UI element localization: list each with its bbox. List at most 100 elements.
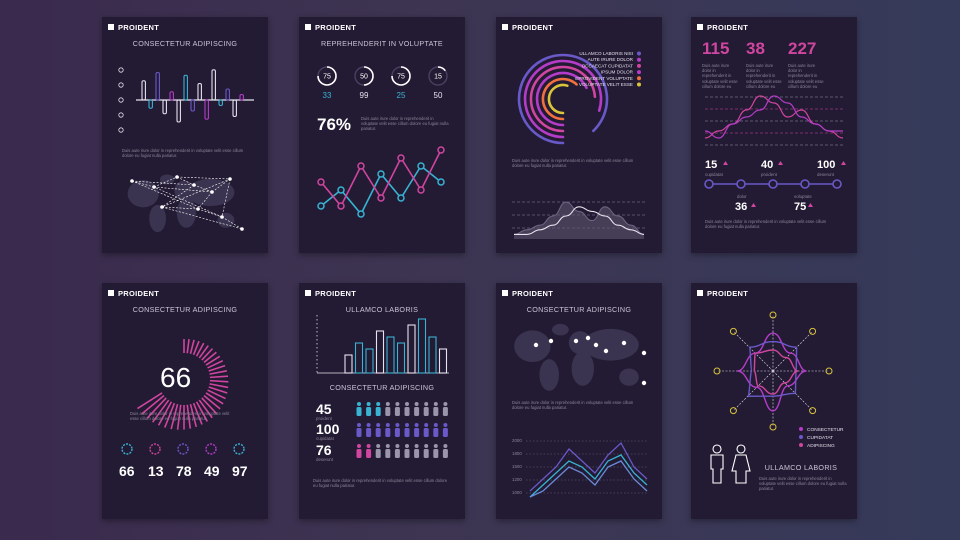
legend-dot xyxy=(799,427,803,431)
radial-bar xyxy=(141,394,165,415)
donut-arc xyxy=(437,66,446,72)
person-head-icon xyxy=(414,444,419,448)
up-arrow-icon xyxy=(808,203,813,207)
radial-bar xyxy=(208,386,228,394)
area-line xyxy=(513,201,645,235)
y-label-2: 1800 xyxy=(512,451,522,456)
timeline-value-5: 75 xyxy=(794,201,807,213)
person-head-icon xyxy=(414,402,419,406)
person-head-icon xyxy=(376,444,381,448)
card-1: PROIDENT CONSECTETUR ADIPISCING Duis aut… xyxy=(102,17,268,253)
world-map-landmass xyxy=(149,204,166,233)
timeline-node xyxy=(704,179,714,189)
description: Duis aute irure dolor in reprehenderit i… xyxy=(130,411,230,422)
map-point xyxy=(160,205,164,209)
male-body-icon xyxy=(710,454,724,484)
map-and-mountain-chart xyxy=(514,323,648,498)
bar xyxy=(232,99,237,118)
mini-donut xyxy=(177,443,189,455)
bar xyxy=(148,99,153,109)
map-point xyxy=(228,177,232,181)
radar-axis xyxy=(772,370,813,411)
person-head-icon xyxy=(443,444,448,448)
bar xyxy=(197,82,202,101)
world-map-landmass xyxy=(571,351,594,386)
description: Duis aute irure dolor in reprehenderit i… xyxy=(313,478,448,489)
people-label-2: cupidatat xyxy=(316,436,334,441)
person-head-icon xyxy=(443,402,448,406)
person-body-icon xyxy=(404,428,410,437)
person-body-icon xyxy=(433,428,439,437)
radial-bar xyxy=(157,401,173,426)
legend-label: EPROVIDENT VOLUPTATE xyxy=(575,76,633,81)
map-point xyxy=(175,175,179,179)
map-point xyxy=(641,380,647,386)
bar xyxy=(183,74,188,101)
person-head-icon xyxy=(395,402,400,406)
bar xyxy=(375,330,385,374)
map-route xyxy=(221,178,231,218)
donut-label: 99 xyxy=(360,91,369,100)
people-label-3: deserunt xyxy=(316,457,334,462)
card-subtitle: CONSECTETUR ADIPISCING xyxy=(329,383,435,392)
radial-burst-chart xyxy=(121,339,245,455)
radial-bar xyxy=(137,392,163,410)
people-value-2: 100 xyxy=(316,421,340,437)
brand-text: PROIDENT xyxy=(707,22,749,32)
brand-text: PROIDENT xyxy=(512,288,554,298)
radial-bar xyxy=(164,402,176,428)
brand-text: PROIDENT xyxy=(315,22,357,32)
map-point xyxy=(533,342,539,348)
radial-bar xyxy=(195,342,205,357)
line-point xyxy=(417,162,425,170)
people-value-1: 45 xyxy=(316,401,332,417)
bar xyxy=(354,342,364,374)
person-head-icon xyxy=(405,444,409,448)
mountain-line xyxy=(529,460,648,498)
donut-label: 25 xyxy=(397,91,406,100)
world-map-landmass xyxy=(217,212,235,228)
map-point xyxy=(585,335,591,341)
line-point xyxy=(437,146,445,154)
radial-bar xyxy=(203,351,217,364)
radial-bar xyxy=(203,394,221,410)
legend-label: ADIPISCING xyxy=(807,443,835,449)
timeline-dot xyxy=(118,82,124,88)
radial-bar xyxy=(207,360,224,369)
male-head-icon xyxy=(712,444,722,454)
map-point xyxy=(192,183,196,187)
radial-bar xyxy=(205,355,221,366)
person-body-icon xyxy=(394,407,400,416)
up-arrow-icon xyxy=(751,203,756,207)
brand-text: PROIDENT xyxy=(118,288,160,298)
person-head-icon xyxy=(424,402,429,406)
map-route xyxy=(161,184,195,208)
bar xyxy=(428,336,437,374)
person-head-icon xyxy=(433,402,438,406)
map-route xyxy=(197,208,223,218)
radial-bar xyxy=(195,401,209,422)
mini-donut xyxy=(149,443,161,455)
people-label-1: proident xyxy=(316,416,332,421)
timeline-value-2: 40 xyxy=(761,159,774,171)
map-route xyxy=(161,178,231,208)
radar-axis xyxy=(772,331,813,372)
bar xyxy=(218,99,223,107)
person-body-icon xyxy=(433,449,439,458)
person-head-icon xyxy=(424,423,429,427)
female-head-icon xyxy=(736,444,746,454)
radial-bar xyxy=(207,389,226,400)
radial-bar xyxy=(189,403,198,428)
radar-series xyxy=(753,349,799,395)
line-point xyxy=(417,186,425,194)
person-head-icon xyxy=(357,423,361,427)
person-body-icon xyxy=(356,428,362,437)
timeline-label-4: dolor xyxy=(737,194,747,199)
stat-1-text: Duis aute irure dolor in reprehenderit i… xyxy=(702,63,738,89)
brand: PROIDENT xyxy=(502,288,553,298)
person-head-icon xyxy=(357,444,361,448)
legend-label: VOLUPTATE VELIT ESSE xyxy=(579,82,633,87)
diverging-bar-chart xyxy=(118,67,254,233)
line-point xyxy=(377,170,385,178)
